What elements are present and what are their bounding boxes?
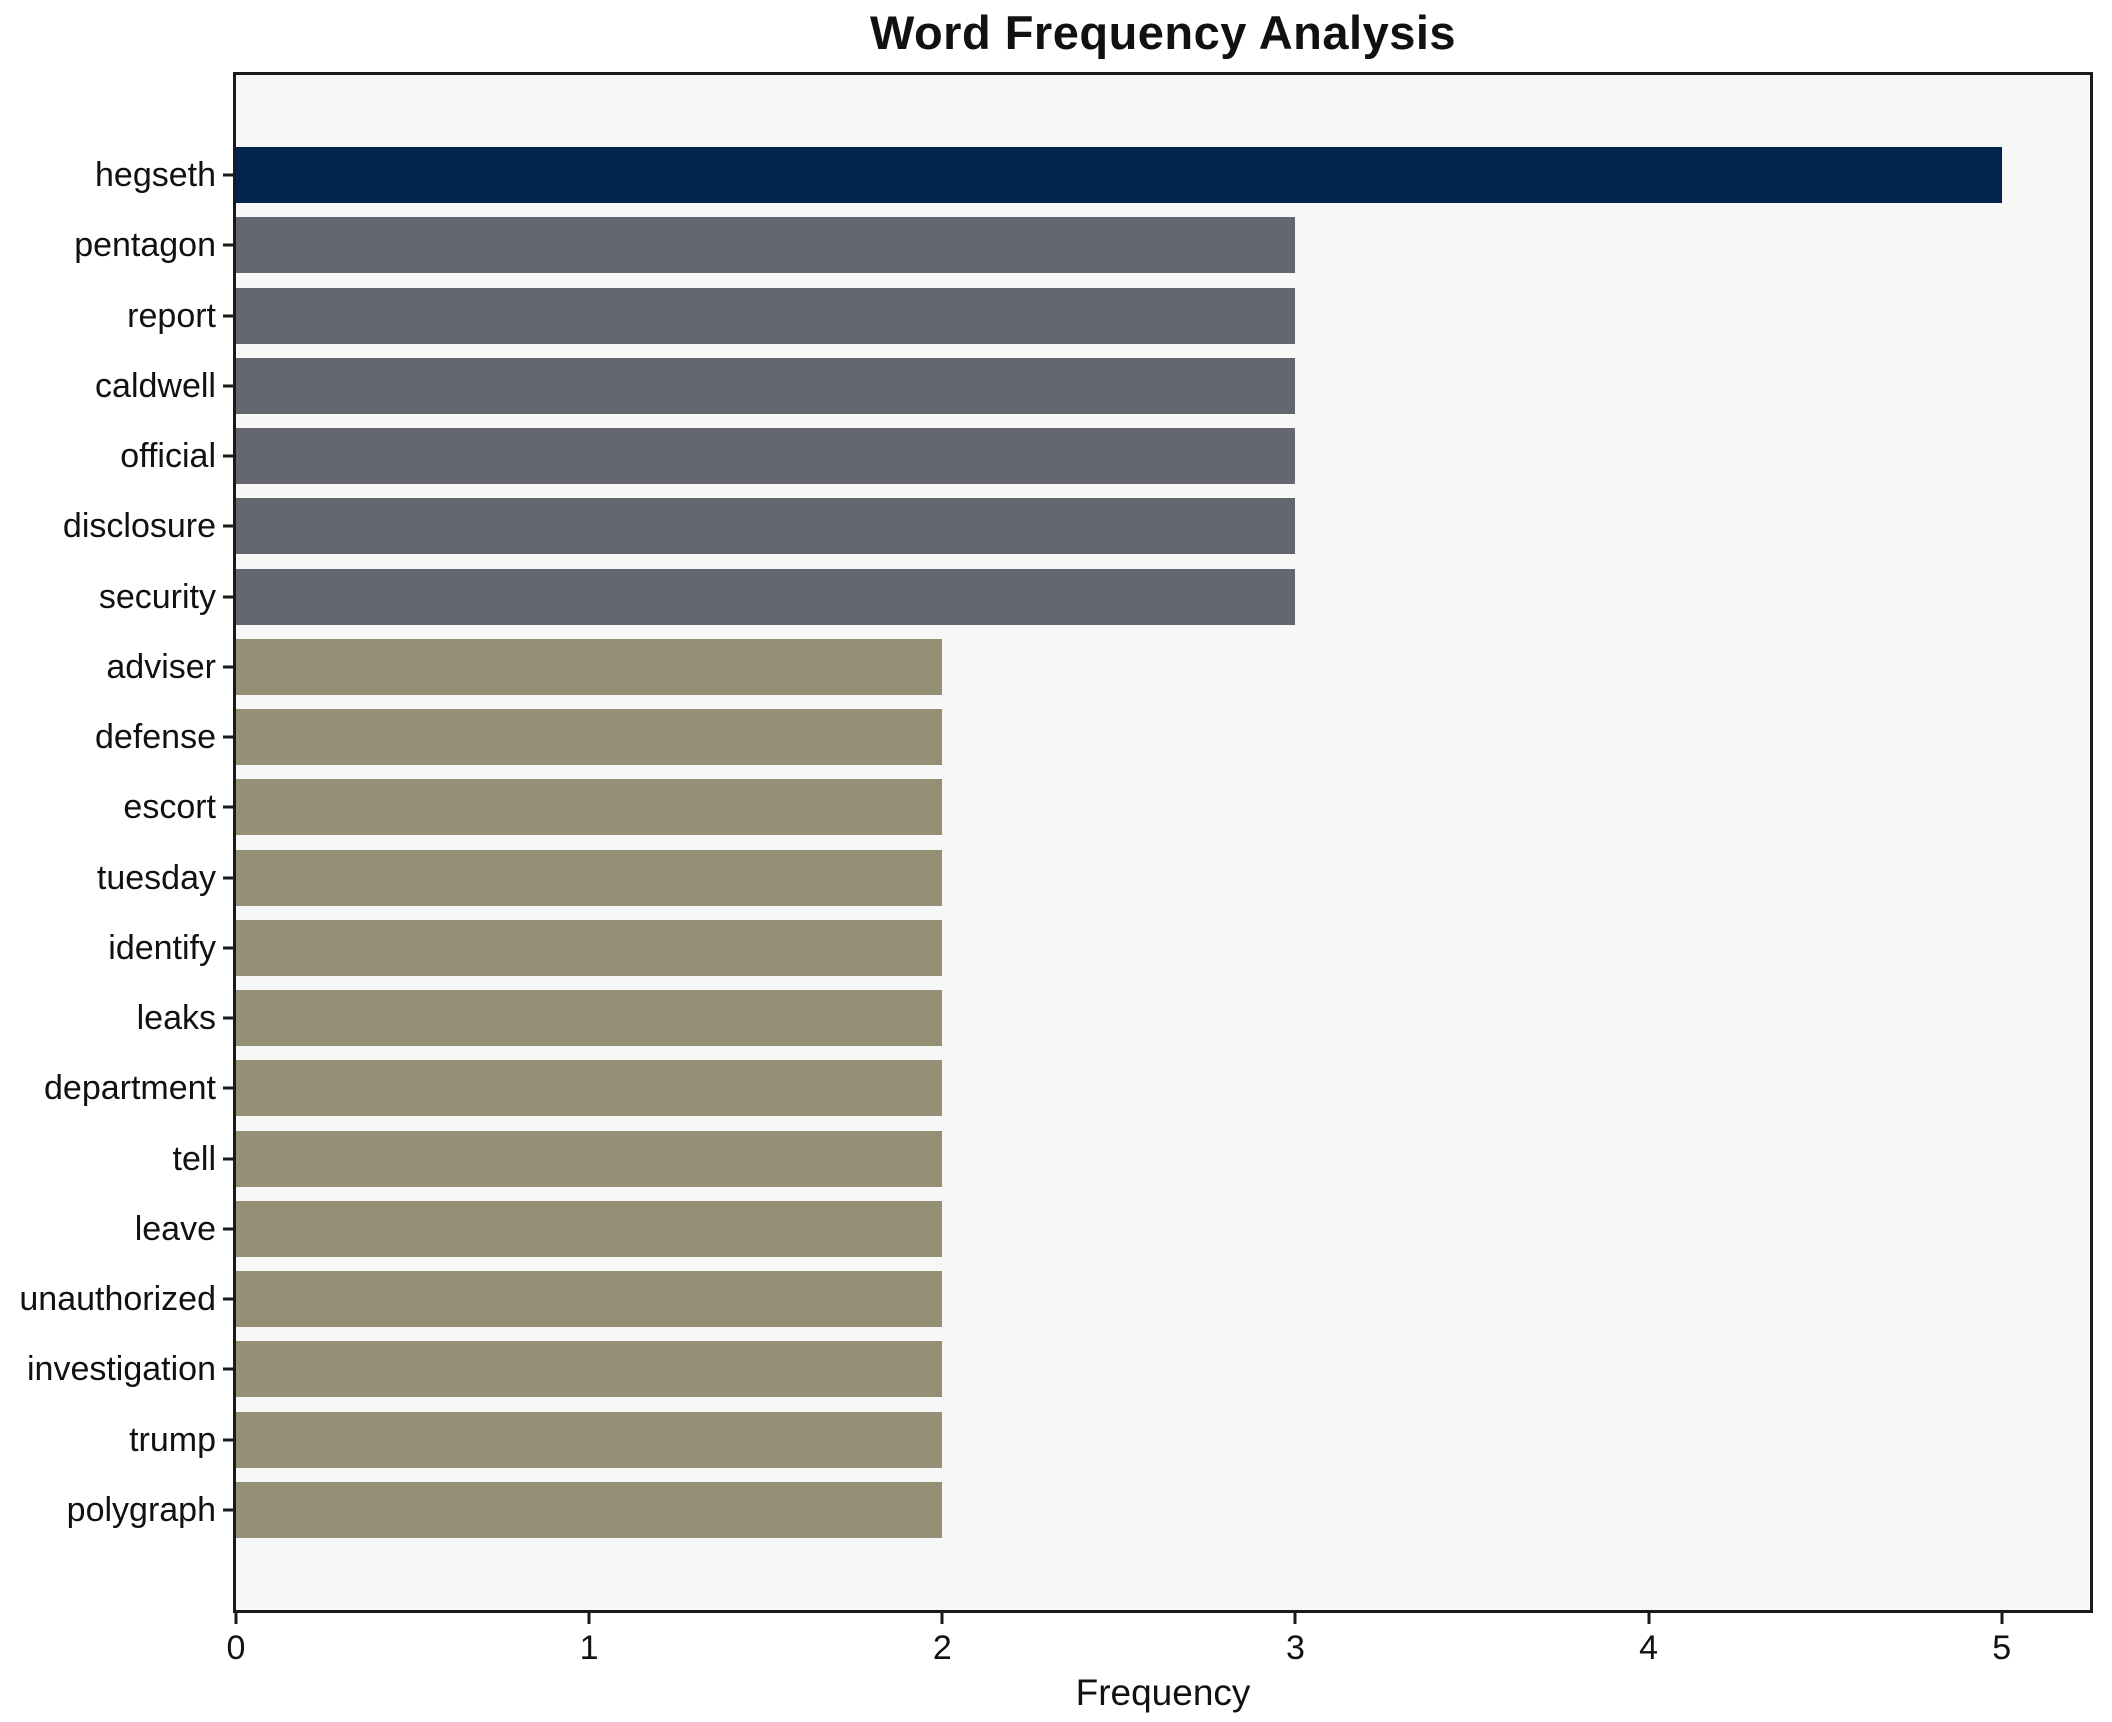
y-tick-mark <box>223 595 233 599</box>
frequency-bar <box>236 779 943 836</box>
chart-title: Word Frequency Analysis <box>869 6 1457 59</box>
bar-row: department <box>44 1053 2090 1123</box>
bar-row: identify <box>108 913 2090 983</box>
y-tick-mark <box>223 1297 233 1301</box>
frequency-bar <box>236 1060 943 1117</box>
bar-row: tell <box>173 1124 2090 1194</box>
y-tick-mark <box>223 665 233 669</box>
y-tick-mark <box>223 735 233 739</box>
y-tick-mark <box>223 524 233 528</box>
y-tick-label: caldwell <box>95 366 216 405</box>
y-tick-label: official <box>120 437 216 476</box>
frequency-bar <box>236 638 943 695</box>
y-tick-label: polygraph <box>66 1490 216 1529</box>
bar-row: defense <box>95 702 2090 772</box>
y-tick-mark <box>223 454 233 458</box>
y-tick-label: investigation <box>26 1350 216 1389</box>
bar-row: caldwell <box>95 351 2090 421</box>
y-tick-mark <box>223 1367 233 1371</box>
y-tick-label: tell <box>172 1139 216 1178</box>
y-tick-label: pentagon <box>74 226 216 265</box>
x-tick-mark <box>234 1613 238 1624</box>
frequency-bar <box>236 1481 943 1538</box>
frequency-bar <box>236 1130 943 1187</box>
y-tick-mark <box>223 946 233 950</box>
x-tick-label: 4 <box>1639 1629 1659 1667</box>
frequency-bar <box>236 1341 943 1398</box>
y-tick-label: tuesday <box>96 858 216 897</box>
y-tick-label: disclosure <box>62 507 216 546</box>
frequency-bar <box>236 428 1296 485</box>
x-tick-label: 1 <box>579 1629 599 1667</box>
y-tick-label: unauthorized <box>19 1280 216 1319</box>
plot-area: hegseth pentagon report caldwell official dis… <box>19 72 2093 1613</box>
y-tick-label: department <box>44 1069 216 1108</box>
y-tick-mark <box>223 243 233 247</box>
bar-row: trump <box>129 1405 2090 1475</box>
x-tick-mark <box>940 1613 944 1624</box>
bar-row: hegseth <box>95 140 2090 210</box>
x-tick-label: 2 <box>932 1629 952 1667</box>
y-tick-label: adviser <box>106 647 216 686</box>
x-axis: 0 1 2 3 4 5 <box>227 1613 2090 1693</box>
y-tick-mark <box>223 1157 233 1161</box>
y-tick-mark <box>223 1086 233 1090</box>
bar-row: polygraph <box>67 1475 2090 1545</box>
y-tick-label: trump <box>129 1420 216 1459</box>
bars-container: hegseth pentagon report caldwell official dis… <box>19 75 2090 1610</box>
bar-row: report <box>127 281 2090 351</box>
y-tick-mark <box>223 1016 233 1020</box>
bar-row: leave <box>135 1194 2090 1264</box>
frequency-bar <box>236 287 1296 344</box>
x-tick-mark <box>587 1613 591 1624</box>
y-tick-label: identify <box>108 928 216 967</box>
y-tick-mark <box>223 1227 233 1231</box>
y-tick-mark <box>223 173 233 177</box>
bar-row: official <box>120 421 2090 491</box>
frequency-bar <box>236 1411 943 1468</box>
bar-row: leaks <box>137 983 2090 1053</box>
x-tick-mark <box>2000 1613 2004 1624</box>
bar-row: disclosure <box>63 491 2090 561</box>
x-tick-mark <box>1293 1613 1297 1624</box>
x-tick-label: 0 <box>226 1629 246 1667</box>
frequency-bar <box>236 1271 943 1328</box>
frequency-bar <box>236 217 1296 274</box>
y-tick-mark <box>223 1508 233 1512</box>
x-tick-mark <box>1647 1613 1651 1624</box>
y-tick-mark <box>223 1438 233 1442</box>
x-tick-label: 5 <box>1992 1629 2012 1667</box>
bar-row: unauthorized <box>19 1264 2090 1334</box>
x-axis-label: Frequency <box>1075 1672 1251 1713</box>
frequency-bar <box>236 568 1296 625</box>
bar-row: investigation <box>27 1334 2090 1404</box>
y-tick-label: hegseth <box>95 156 216 195</box>
bar-row: tuesday <box>97 843 2090 913</box>
y-tick-mark <box>223 384 233 388</box>
frequency-bar <box>236 990 943 1047</box>
y-tick-label: security <box>98 577 216 616</box>
bar-row: adviser <box>106 632 2090 702</box>
y-tick-label: report <box>127 296 216 335</box>
y-tick-label: leaks <box>136 999 216 1038</box>
y-tick-label: escort <box>123 788 216 827</box>
y-tick-mark <box>223 876 233 880</box>
bar-row: pentagon <box>74 210 2090 280</box>
y-tick-mark <box>223 805 233 809</box>
bar-row: escort <box>123 772 2090 842</box>
frequency-bar <box>236 147 2002 204</box>
y-tick-label: defense <box>95 718 216 757</box>
frequency-bar <box>236 709 943 766</box>
x-tick-label: 3 <box>1285 1629 1305 1667</box>
frequency-bar <box>236 1200 943 1257</box>
frequency-bar <box>236 849 943 906</box>
bar-row: security <box>99 562 2090 632</box>
frequency-bar <box>236 498 1296 555</box>
y-tick-mark <box>223 314 233 318</box>
frequency-bar <box>236 919 943 976</box>
frequency-bar <box>236 357 1296 414</box>
y-tick-label: leave <box>134 1209 216 1248</box>
